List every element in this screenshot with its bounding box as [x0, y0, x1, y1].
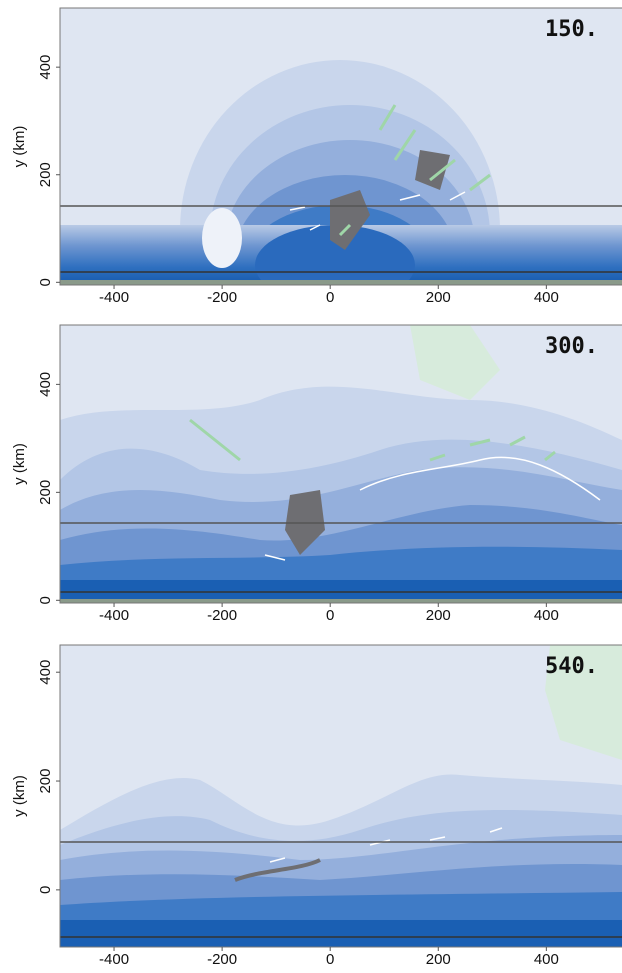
- y-axis-label: y (km): [11, 126, 28, 168]
- x-tick-label: 0: [326, 951, 334, 968]
- y-tick-label: 400: [37, 372, 54, 397]
- annotation: 150.: [545, 17, 598, 42]
- y-tick-label: 0: [37, 596, 54, 604]
- x-tick-label: 400: [534, 607, 559, 624]
- y-tick-label: 0: [37, 886, 54, 894]
- x-tick-label: 0: [326, 289, 334, 306]
- contour-field: [60, 645, 622, 947]
- x-tick-label: 200: [426, 289, 451, 306]
- x-tick-label: 400: [534, 951, 559, 968]
- x-tick-label: 200: [426, 607, 451, 624]
- y-tick-label: 200: [37, 480, 54, 505]
- x-tick-label: 0: [326, 607, 334, 624]
- page: {"chart_data": [ {"type": "contour", "an…: [0, 0, 622, 968]
- x-tick-label: -400: [99, 951, 129, 968]
- contour-field: [60, 325, 622, 603]
- x-tick-label: -200: [207, 607, 237, 624]
- x-tick-label: -200: [207, 289, 237, 306]
- x-tick-label: 200: [426, 951, 451, 968]
- figure: -400 -200 0 200 400 0 200 400 y (km) 150. -400 -200…: [0, 0, 622, 968]
- x-tick-label: -200: [207, 951, 237, 968]
- y-tick-label: 200: [37, 769, 54, 794]
- y-axis-label: y (km): [11, 443, 28, 485]
- y-tick-label: 200: [37, 162, 54, 187]
- x-tick-label: 400: [534, 289, 559, 306]
- y-tick-label: 400: [37, 55, 54, 80]
- y-axis-label: y (km): [11, 775, 28, 817]
- y-tick-label: 400: [37, 660, 54, 685]
- x-tick-label: -400: [99, 607, 129, 624]
- x-tick-label: -400: [99, 289, 129, 306]
- annotation: 300.: [545, 334, 598, 359]
- annotation: 540.: [545, 654, 598, 679]
- y-tick-label: 0: [37, 278, 54, 286]
